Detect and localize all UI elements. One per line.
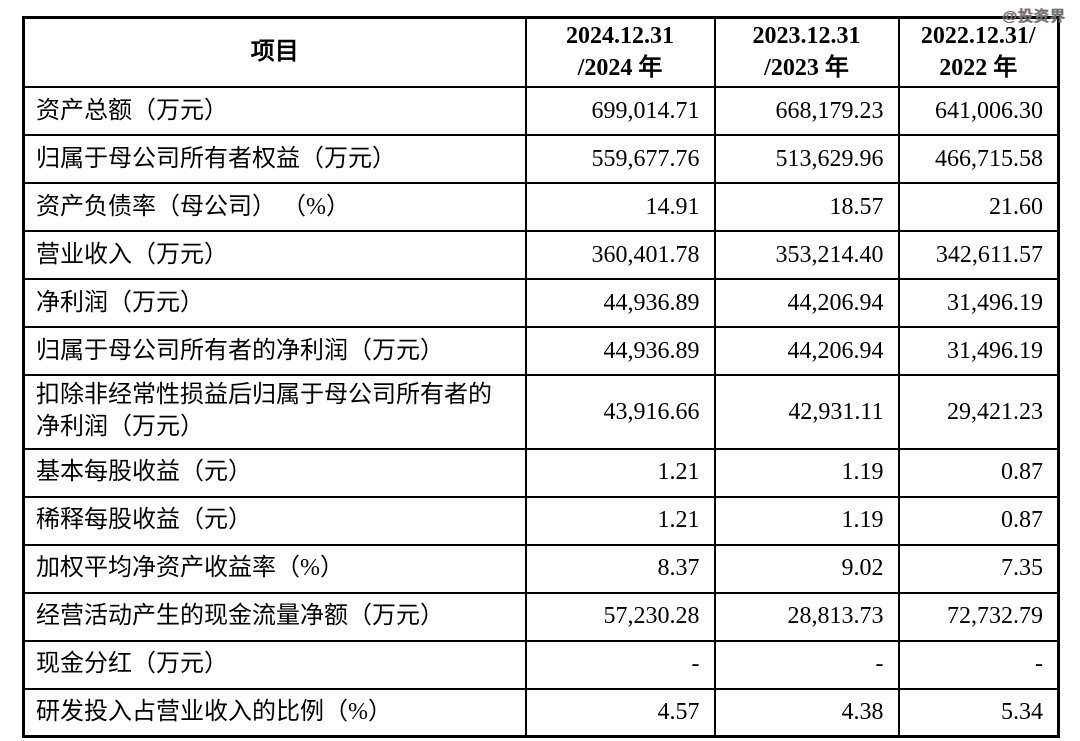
table-row: 基本每股收益（元） 1.21 1.19 0.87 [22,447,1060,498]
value-2024: 1.21 [524,447,716,498]
row-label: 经营活动产生的现金流量净额（万元） [22,591,527,642]
row-label: 归属于母公司所有者权益（万元） [22,134,527,185]
header-2024-line2: /2024 年 [577,54,663,81]
value-2024: 4.57 [524,687,716,738]
value-2023: 42,931.11 [713,374,900,450]
value-2022: 0.87 [897,495,1060,546]
table-row: 扣除非经常性损益后归属于母公司所有者的净利润（万元） 43,916.66 42,… [22,374,1060,450]
table-row: 资产总额（万元） 699,014.71 668,179.23 641,006.3… [22,86,1060,137]
value-2024: 559,677.76 [524,134,716,185]
table-row: 稀释每股收益（元） 1.21 1.19 0.87 [22,495,1060,546]
header-2022-line2: 2022 年 [939,54,1018,81]
value-2023: 1.19 [713,495,900,546]
table-row: 净利润（万元） 44,936.89 44,206.94 31,496.19 [22,278,1060,329]
row-label: 净利润（万元） [22,278,527,329]
row-label: 稀释每股收益（元） [22,495,527,546]
value-2022: - [897,639,1060,690]
value-2022: 641,006.30 [897,86,1060,137]
value-2024: - [524,639,716,690]
row-label: 资产负债率（母公司） （%） [22,182,527,233]
value-2023: 353,214.40 [713,230,900,281]
value-2022: 466,715.58 [897,134,1060,185]
table-row: 归属于母公司所有者的净利润（万元） 44,936.89 44,206.94 31… [22,326,1060,377]
value-2022: 0.87 [897,447,1060,498]
header-2022-line1: 2022.12.31/ [920,23,1036,49]
value-2022: 342,611.57 [897,230,1060,281]
header-2023-line2: /2023 年 [764,54,849,81]
row-label: 归属于母公司所有者的净利润（万元） [22,326,527,377]
header-2023-line1: 2023.12.31 [752,23,861,49]
table-row: 经营活动产生的现金流量净额（万元） 57,230.28 28,813.73 72… [22,591,1060,642]
row-label: 扣除非经常性损益后归属于母公司所有者的净利润（万元） [22,374,527,450]
row-label: 基本每股收益（元） [22,447,527,498]
value-2023: 28,813.73 [713,591,900,642]
value-2024: 360,401.78 [524,230,716,281]
header-item-column: 项目 [22,16,527,89]
header-2024-column: 2024.12.31 /2024 年 [524,16,716,89]
value-2023: 44,206.94 [713,326,900,377]
value-2024: 44,936.89 [524,326,716,377]
value-2022: 72,732.79 [897,591,1060,642]
table-row: 资产负债率（母公司） （%） 14.91 18.57 21.60 [22,182,1060,233]
table-row: 研发投入占营业收入的比例（%） 4.57 4.38 5.34 [22,687,1060,738]
value-2024: 57,230.28 [524,591,716,642]
value-2024: 14.91 [524,182,716,233]
header-2022-column: 2022.12.31/ 2022 年 [897,16,1060,89]
value-2023: 668,179.23 [713,86,900,137]
value-2022: 29,421.23 [897,374,1060,450]
value-2024: 1.21 [524,495,716,546]
row-label: 现金分红（万元） [22,639,527,690]
value-2024: 8.37 [524,543,716,594]
row-label: 研发投入占营业收入的比例（%） [22,687,527,738]
row-label: 营业收入（万元） [22,230,527,281]
header-row: 项目 2024.12.31 /2024 年 2023.12.31 /2023 年… [22,16,1060,89]
value-2022: 21.60 [897,182,1060,233]
value-2023: 4.38 [713,687,900,738]
table-row: 加权平均净资产收益率（%） 8.37 9.02 7.35 [22,543,1060,594]
value-2022: 31,496.19 [897,278,1060,329]
row-label: 加权平均净资产收益率（%） [22,543,527,594]
value-2024: 44,936.89 [524,278,716,329]
header-2023-column: 2023.12.31 /2023 年 [713,16,900,89]
value-2023: - [713,639,900,690]
header-2024-line1: 2024.12.31 [566,23,674,49]
value-2022: 31,496.19 [897,326,1060,377]
table-row: 现金分红（万元） - - - [22,639,1060,690]
value-2023: 44,206.94 [713,278,900,329]
value-2024: 43,916.66 [524,374,716,450]
value-2023: 513,629.96 [713,134,900,185]
value-2024: 699,014.71 [524,86,716,137]
value-2023: 9.02 [713,543,900,594]
row-label: 资产总额（万元） [22,86,527,137]
value-2022: 5.34 [897,687,1060,738]
table-row: 归属于母公司所有者权益（万元） 559,677.76 513,629.96 46… [22,134,1060,185]
value-2022: 7.35 [897,543,1060,594]
watermark: @投资界 [1002,8,1066,25]
financial-summary-table: 项目 2024.12.31 /2024 年 2023.12.31 /2023 年… [22,16,1060,739]
value-2023: 18.57 [713,182,900,233]
value-2023: 1.19 [713,447,900,498]
table-row: 营业收入（万元） 360,401.78 353,214.40 342,611.5… [22,230,1060,281]
